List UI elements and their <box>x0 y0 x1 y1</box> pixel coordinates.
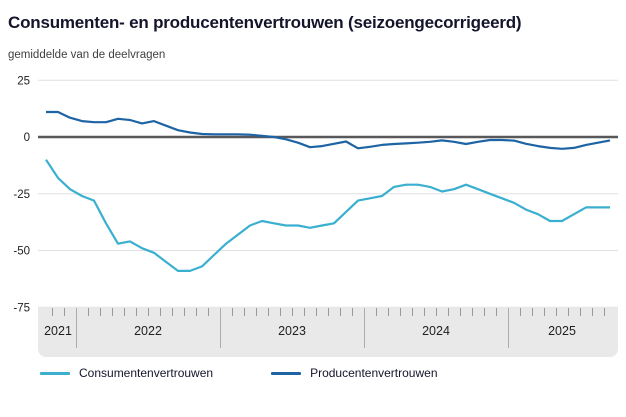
month-tick <box>304 308 305 316</box>
year-separator <box>220 308 221 348</box>
month-tick <box>532 308 533 316</box>
month-tick <box>244 308 245 316</box>
month-tick <box>520 308 521 316</box>
consumer-line <box>45 159 610 272</box>
month-tick <box>100 308 101 316</box>
month-tick <box>280 308 281 316</box>
month-tick <box>52 308 53 316</box>
month-tick <box>424 308 425 316</box>
month-tick <box>412 308 413 316</box>
month-tick <box>232 308 233 316</box>
month-tick <box>544 308 545 316</box>
legend-label-consumentenvertrouwen: Consumentenvertrouwen <box>79 366 214 380</box>
month-tick <box>556 308 557 316</box>
month-tick <box>292 308 293 316</box>
year-separator <box>364 308 365 348</box>
x-year-label-2021: 2021 <box>44 324 72 338</box>
month-tick <box>88 308 89 316</box>
y-tick-label: 0 <box>24 132 30 144</box>
month-tick <box>472 308 473 316</box>
consumer-line-swatch <box>40 371 70 375</box>
y-tick-label: -75 <box>13 302 30 314</box>
month-tick <box>352 308 353 316</box>
producer-line-swatch <box>271 371 302 375</box>
legend-item-producentenvertrouwen[interactable]: Producentenvertrouwen <box>271 366 438 380</box>
month-tick <box>196 308 197 316</box>
month-tick <box>496 308 497 316</box>
month-tick <box>136 308 137 316</box>
month-tick <box>448 308 449 316</box>
legend: Consumentenvertrouwen Producentenvertrou… <box>40 366 438 380</box>
y-tick-label: 25 <box>17 75 30 87</box>
month-tick <box>112 308 113 316</box>
month-tick <box>580 308 581 316</box>
month-tick <box>376 308 377 316</box>
month-tick <box>592 308 593 316</box>
month-tick <box>172 308 173 316</box>
month-tick <box>604 308 605 316</box>
month-tick <box>208 308 209 316</box>
year-separator <box>508 308 509 348</box>
month-tick <box>184 308 185 316</box>
month-tick <box>160 308 161 316</box>
x-year-label-2024: 2024 <box>422 324 450 338</box>
month-tick <box>148 308 149 316</box>
month-tick <box>268 308 269 316</box>
legend-label-producentenvertrouwen: Producentenvertrouwen <box>310 366 438 380</box>
chart-title: Consumenten- en producentenvertrouwen (s… <box>8 13 522 32</box>
y-tick-label: -25 <box>13 189 30 201</box>
x-year-label-2023: 2023 <box>278 324 306 338</box>
chart-subtitle: gemiddelde van de deelvragen <box>8 49 166 61</box>
month-tick <box>388 308 389 316</box>
month-tick <box>460 308 461 316</box>
month-tick <box>340 308 341 316</box>
month-tick <box>328 308 329 316</box>
x-axis-band: 2021 2022 2023 2024 2025 <box>38 308 618 357</box>
x-year-label-2025: 2025 <box>548 324 576 338</box>
plot-svg: 25 0 -25 -50 -75 <box>13 75 618 314</box>
month-tick <box>568 308 569 316</box>
month-tick <box>64 308 65 316</box>
month-tick <box>436 308 437 316</box>
month-tick <box>400 308 401 316</box>
month-tick <box>256 308 257 316</box>
producer-line <box>46 110 611 150</box>
y-tick-label: -50 <box>13 246 30 258</box>
month-tick <box>484 308 485 316</box>
year-separator <box>76 308 77 348</box>
x-year-label-2022: 2022 <box>134 324 162 338</box>
month-tick <box>316 308 317 316</box>
legend-item-consumentenvertrouwen[interactable]: Consumentenvertrouwen <box>40 366 213 380</box>
month-tick <box>124 308 125 316</box>
